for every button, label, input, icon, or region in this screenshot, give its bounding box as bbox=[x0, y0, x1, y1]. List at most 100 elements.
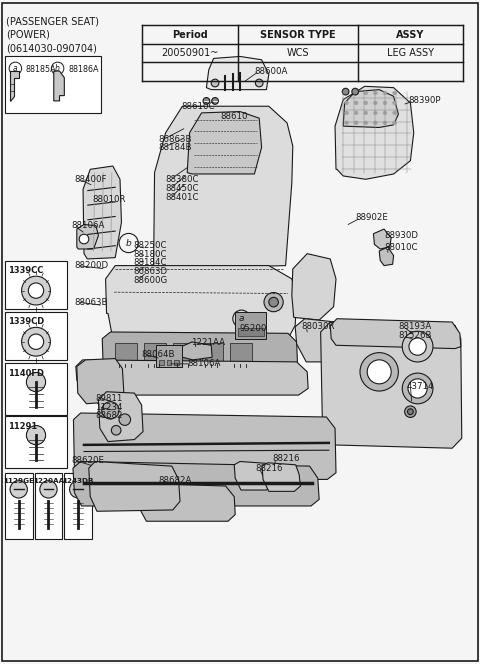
Bar bbox=[35, 473, 62, 539]
Circle shape bbox=[79, 234, 89, 244]
Text: 88682: 88682 bbox=[95, 411, 122, 420]
Circle shape bbox=[111, 426, 121, 435]
Circle shape bbox=[119, 414, 131, 426]
Bar bbox=[238, 328, 264, 336]
Circle shape bbox=[22, 327, 50, 356]
Bar bbox=[5, 473, 33, 539]
Text: 1339CD: 1339CD bbox=[8, 317, 45, 327]
Circle shape bbox=[354, 121, 358, 125]
Text: 88063B: 88063B bbox=[74, 297, 108, 307]
Circle shape bbox=[373, 91, 377, 95]
Text: 88390P: 88390P bbox=[408, 96, 441, 106]
Text: 88450C: 88450C bbox=[166, 184, 199, 193]
Bar bbox=[5, 416, 67, 468]
Circle shape bbox=[364, 91, 368, 95]
Circle shape bbox=[345, 101, 348, 105]
Circle shape bbox=[383, 101, 387, 105]
Text: a: a bbox=[13, 64, 18, 73]
Text: b: b bbox=[126, 238, 132, 248]
Text: 88610: 88610 bbox=[221, 112, 248, 121]
Bar bbox=[235, 312, 266, 339]
Polygon shape bbox=[373, 229, 391, 249]
Text: a: a bbox=[239, 314, 244, 323]
Bar bbox=[167, 360, 171, 365]
Polygon shape bbox=[187, 112, 262, 174]
Text: 88185A: 88185A bbox=[26, 65, 57, 74]
Text: 88193A: 88193A bbox=[398, 322, 432, 331]
Circle shape bbox=[354, 91, 358, 95]
Polygon shape bbox=[76, 360, 308, 395]
Bar bbox=[230, 343, 252, 364]
Text: 88250C: 88250C bbox=[133, 241, 167, 250]
Bar bbox=[115, 343, 137, 364]
Circle shape bbox=[345, 111, 348, 115]
Circle shape bbox=[26, 373, 46, 392]
Text: 1221AA: 1221AA bbox=[191, 338, 225, 347]
Text: (POWER): (POWER) bbox=[6, 30, 50, 40]
Circle shape bbox=[383, 121, 387, 125]
Text: 88106A: 88106A bbox=[187, 359, 221, 369]
Polygon shape bbox=[77, 224, 98, 249]
Text: 88380C: 88380C bbox=[166, 175, 199, 184]
Circle shape bbox=[383, 111, 387, 115]
Text: (PASSENGER SEAT): (PASSENGER SEAT) bbox=[6, 17, 99, 27]
Text: Period: Period bbox=[172, 29, 207, 40]
Circle shape bbox=[345, 91, 348, 95]
Circle shape bbox=[408, 379, 427, 398]
Bar bbox=[202, 343, 223, 364]
Text: 11291: 11291 bbox=[8, 422, 37, 431]
Circle shape bbox=[393, 111, 396, 115]
Polygon shape bbox=[54, 71, 64, 101]
Text: 86863B: 86863B bbox=[158, 135, 192, 144]
Text: 1129GE: 1129GE bbox=[3, 478, 34, 484]
Circle shape bbox=[364, 101, 368, 105]
Text: 43714: 43714 bbox=[407, 382, 434, 391]
Text: 81526B: 81526B bbox=[398, 331, 432, 341]
Circle shape bbox=[373, 121, 377, 125]
Polygon shape bbox=[206, 56, 269, 90]
Polygon shape bbox=[98, 392, 143, 442]
Text: 1339CC: 1339CC bbox=[8, 266, 44, 276]
Circle shape bbox=[354, 111, 358, 115]
Bar bbox=[159, 360, 164, 365]
Bar bbox=[5, 261, 67, 309]
Circle shape bbox=[211, 79, 219, 87]
Circle shape bbox=[203, 98, 210, 104]
Text: 88010R: 88010R bbox=[92, 195, 126, 204]
Text: 88600G: 88600G bbox=[133, 276, 168, 285]
Circle shape bbox=[10, 481, 27, 498]
Text: 88401C: 88401C bbox=[166, 193, 199, 203]
Circle shape bbox=[28, 283, 44, 298]
Text: 88186A: 88186A bbox=[68, 65, 99, 74]
Circle shape bbox=[364, 121, 368, 125]
Text: 88902E: 88902E bbox=[355, 213, 388, 222]
Circle shape bbox=[367, 360, 391, 384]
Text: LEG ASSY: LEG ASSY bbox=[387, 48, 434, 58]
Circle shape bbox=[28, 334, 44, 349]
Text: ASSY: ASSY bbox=[396, 29, 425, 40]
Circle shape bbox=[269, 297, 278, 307]
Circle shape bbox=[364, 111, 368, 115]
Circle shape bbox=[26, 426, 46, 445]
Text: 89811: 89811 bbox=[95, 394, 122, 403]
Text: 1140FD: 1140FD bbox=[8, 369, 44, 378]
Text: 95200: 95200 bbox=[239, 323, 266, 333]
Text: 88010C: 88010C bbox=[384, 242, 418, 252]
Text: 1243DB: 1243DB bbox=[62, 478, 94, 484]
Text: 88620E: 88620E bbox=[71, 456, 104, 465]
Circle shape bbox=[393, 121, 396, 125]
Circle shape bbox=[70, 481, 87, 498]
Circle shape bbox=[393, 101, 396, 105]
Polygon shape bbox=[83, 166, 121, 259]
Circle shape bbox=[22, 276, 50, 305]
Text: 88030R: 88030R bbox=[301, 322, 335, 331]
Text: 1220AA: 1220AA bbox=[33, 478, 64, 484]
Circle shape bbox=[360, 353, 398, 391]
Bar bbox=[173, 343, 194, 364]
Text: 88216: 88216 bbox=[256, 463, 283, 473]
Polygon shape bbox=[330, 319, 461, 349]
Text: 86863D: 86863D bbox=[133, 267, 168, 276]
Polygon shape bbox=[106, 266, 297, 339]
Text: 88180C: 88180C bbox=[133, 250, 167, 259]
Bar bbox=[5, 363, 67, 415]
